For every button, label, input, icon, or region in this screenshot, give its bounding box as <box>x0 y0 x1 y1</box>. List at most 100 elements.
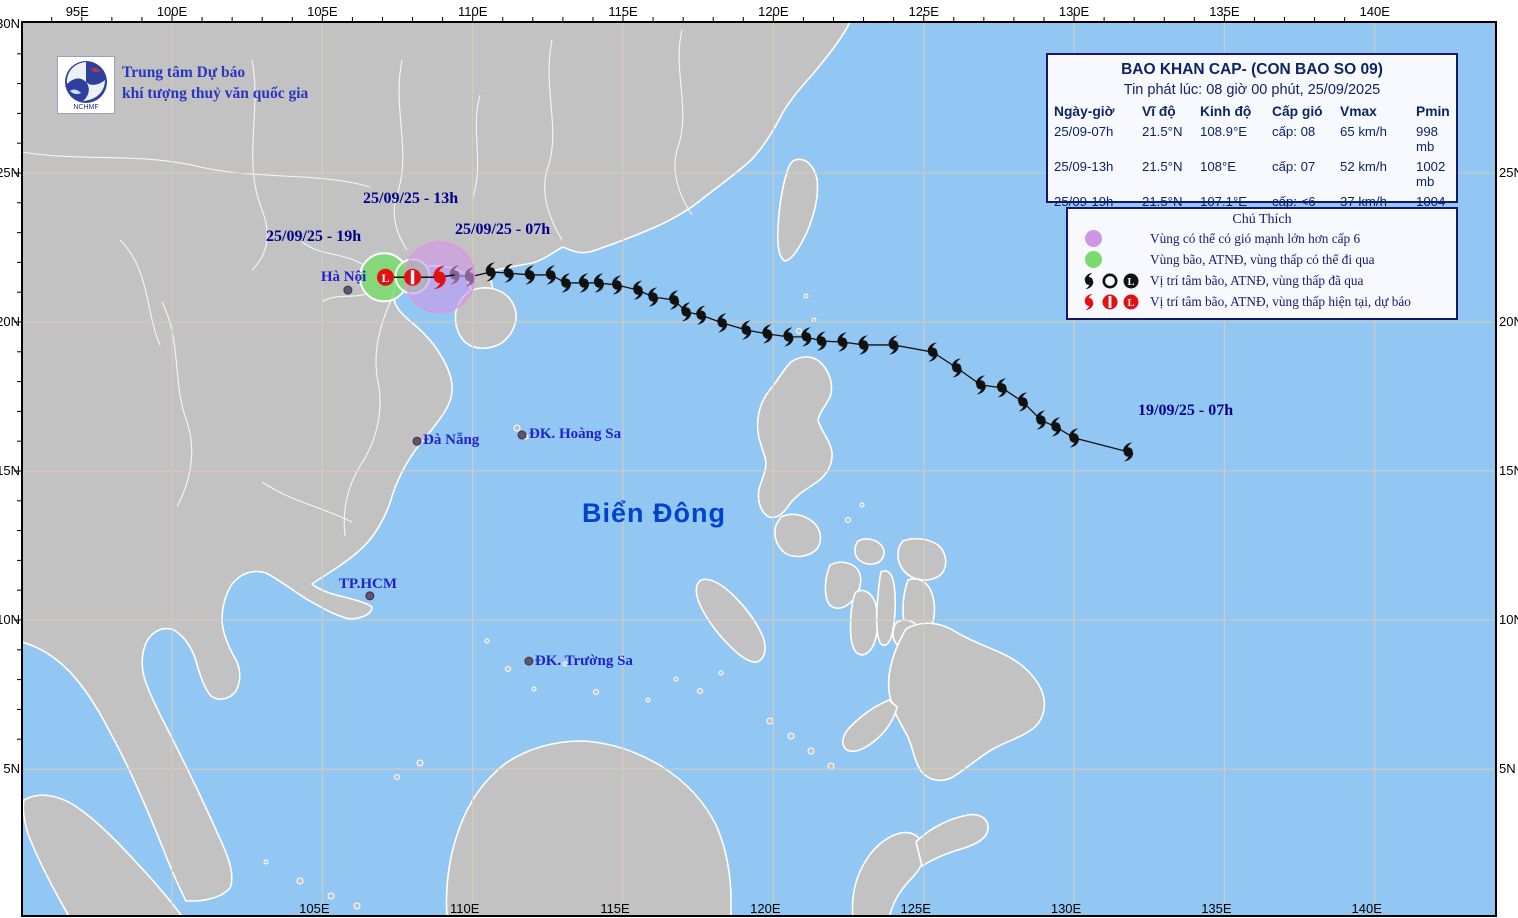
islet <box>484 638 490 644</box>
col-header: Ngày-giờ <box>1054 104 1115 119</box>
past-position-icons: L <box>1084 272 1139 289</box>
land-taiwan <box>776 158 819 262</box>
islet <box>645 697 651 703</box>
lon-axis-label: 120E <box>758 4 789 19</box>
typhoon-icon <box>1084 272 1094 289</box>
province-borders <box>22 29 693 537</box>
islet <box>827 762 835 770</box>
lon-axis-label: 100E <box>157 4 188 19</box>
storm-bulletin-panel: BAO KHAN CAP- (CON BAO SO 09) Tin phát l… <box>1046 53 1458 224</box>
islet <box>845 517 851 523</box>
map-frame <box>21 21 1497 917</box>
lat-axis-label-right: 10N <box>1499 612 1518 627</box>
lat-axis-label-right: 5N <box>1499 761 1516 776</box>
org-name-line1: Trung tâm Dự báo <box>122 64 246 81</box>
purple-zone-icon <box>1085 230 1102 247</box>
col-header: Pmin <box>1416 104 1450 119</box>
city-label: TP.HCM <box>338 575 398 592</box>
islet <box>296 877 304 885</box>
lat-axis-label-right: 15N <box>1499 463 1518 478</box>
cell: cấp: 08 <box>1272 124 1316 139</box>
lon-axis-label: 110E <box>458 4 488 19</box>
lat-axis-label: 5N <box>3 761 20 776</box>
cell: 37 km/h <box>1340 194 1387 209</box>
islet <box>673 676 679 682</box>
bulletin-title: BAO KHAN CAP- (CON BAO SO 09) <box>1121 61 1383 78</box>
forecast-low-symbol <box>376 268 394 286</box>
lon-axis-label-bottom: 130E <box>1051 901 1082 916</box>
land-palawan <box>695 578 766 663</box>
land-sumatra <box>22 794 183 916</box>
legend-row-current-position: L Vị trí tâm bão, ATNĐ, vùng thấp hiện t… <box>1072 291 1452 312</box>
track-date-label: 25/09/25 - 19h <box>266 228 362 245</box>
cell: 21.5°N <box>1142 124 1183 139</box>
city-markers-layer <box>343 285 534 666</box>
islet <box>394 774 400 780</box>
lat-axis-label: 15N <box>0 463 20 478</box>
atnd-ring-icon <box>1102 273 1118 288</box>
islet <box>807 747 815 755</box>
city-dot <box>517 430 527 440</box>
cell: 21.5°N <box>1142 159 1183 174</box>
lon-axis-label-bottom: 120E <box>750 901 781 916</box>
lat-axis-label: 20N <box>0 314 20 329</box>
city-dot <box>412 436 422 446</box>
col-header: Vmax <box>1340 104 1377 119</box>
low-letter: L <box>381 271 389 285</box>
islet <box>766 717 774 725</box>
islet <box>513 424 521 432</box>
legend-row-past-position: L Vị trí tâm bão, ATNĐ, vùng thấp đã qua <box>1072 270 1452 291</box>
legend-label: Vị trí tâm bão, ATNĐ, vùng thấp hiện tại… <box>1150 293 1411 309</box>
land-cebu <box>875 570 897 646</box>
islet <box>531 686 537 692</box>
lon-axis-label-bottom: 135E <box>1201 901 1232 916</box>
low-icon-red <box>1123 294 1139 309</box>
city-label: Đà Nẵng <box>423 432 480 449</box>
track-date-label: 25/09/25 - 07h <box>455 221 551 238</box>
lon-axis-label: 125E <box>909 4 940 19</box>
cell: 65 km/h <box>1340 124 1387 139</box>
current-position-icons: L <box>1084 293 1139 310</box>
city-dot <box>365 591 375 601</box>
land-mindanao <box>887 622 1046 782</box>
bulletin-issued-time: Tin phát lúc: 08 giờ 00 phút, 25/09/2025 <box>1123 82 1381 98</box>
land-mindoro <box>774 513 822 558</box>
islet <box>353 902 361 910</box>
cell: cấp: 07 <box>1272 159 1316 174</box>
cell: 108°E <box>1200 159 1237 174</box>
islet <box>593 689 599 695</box>
cell: 107.1°E <box>1200 194 1248 209</box>
land-sulawesi-arm <box>915 813 989 867</box>
lat-axis-label: 10N <box>0 612 20 627</box>
lon-axis-label: 95E <box>66 4 89 19</box>
lon-axis-label-bottom: 105E <box>299 901 330 916</box>
green-zone-icon <box>1085 251 1102 268</box>
islet <box>787 732 795 740</box>
col-header: Vĩ độ <box>1142 104 1176 119</box>
atnd-bar <box>410 270 415 285</box>
legend-label: Vùng có thể có gió mạnh lớn hơn cấp 6 <box>1150 230 1361 246</box>
legend-title: Chú Thích <box>1232 212 1292 227</box>
nchmf-logo-icon: NCHMF <box>65 61 107 111</box>
cell: 52 km/h <box>1340 159 1387 174</box>
legend-panel: Chú Thích Vùng có thể có gió mạnh lớn hơ… <box>1066 207 1458 320</box>
land-negros <box>849 589 879 656</box>
islet <box>263 859 269 865</box>
islet <box>505 666 511 672</box>
bulletin-table: Ngày-giờ Vĩ độ Kinh độ Cấp gió Vmax Pmin… <box>1054 104 1450 224</box>
islet <box>811 317 817 323</box>
land-mainland-asia <box>22 22 851 902</box>
islet <box>718 670 724 676</box>
nchmf-logo: NCHMF <box>57 56 115 114</box>
legend-label: Vị trí tâm bão, ATNĐ, vùng thấp đã qua <box>1150 272 1364 288</box>
forecast-track-line <box>385 274 455 279</box>
org-name-line2: khí tượng thuỷ văn quốc gia <box>122 85 309 102</box>
svg-text:L: L <box>1127 277 1134 288</box>
nchmf-logo-caption: NCHMF <box>73 104 98 111</box>
city-label: ĐK. Trường Sa <box>534 653 633 670</box>
lon-axis-label: 105E <box>307 4 338 19</box>
track-date-label: 25/09/25 - 13h <box>363 190 459 207</box>
typhoon-icon-red <box>1084 293 1094 310</box>
svg-text:L: L <box>1127 298 1134 309</box>
